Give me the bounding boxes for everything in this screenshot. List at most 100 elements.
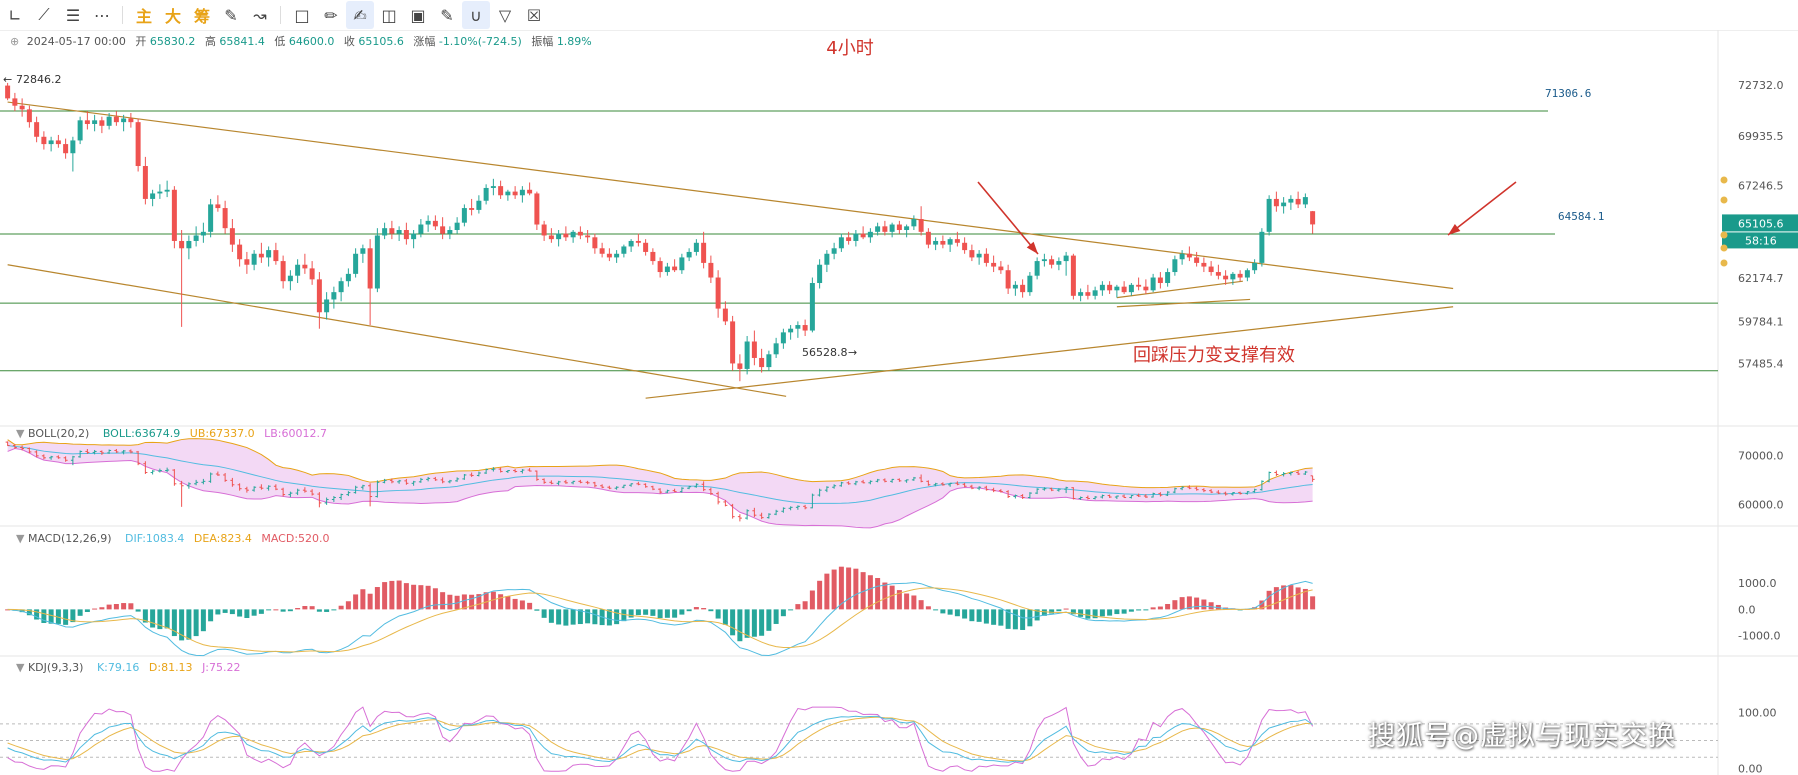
macd-bar xyxy=(527,602,533,610)
countdown-text: 58:16 xyxy=(1745,234,1777,247)
candle-body xyxy=(1121,286,1127,293)
macd-bar xyxy=(925,606,931,610)
candles-icon[interactable]: ◫ xyxy=(381,5,397,25)
candle-body xyxy=(186,240,192,249)
hlines-icon[interactable]: ☰ xyxy=(65,5,81,25)
candle-body xyxy=(976,253,982,258)
macd-bar xyxy=(309,606,315,610)
line-tool-icon[interactable]: ∟ xyxy=(8,5,22,25)
macd-bar xyxy=(541,609,547,618)
candle-body xyxy=(664,266,670,273)
candle-body xyxy=(425,220,431,225)
candle-body xyxy=(1310,211,1316,225)
macd-bar xyxy=(338,605,344,610)
candle-body xyxy=(998,266,1004,271)
candle-body xyxy=(882,226,888,232)
macd-bar xyxy=(171,609,177,637)
candle-body xyxy=(1063,255,1069,262)
current-price-tag xyxy=(1722,214,1798,232)
crossed-pen-icon[interactable]: ✎ xyxy=(224,5,238,25)
macd-bar xyxy=(722,609,728,625)
more-icon[interactable]: ⋯ xyxy=(94,5,110,25)
trash-icon[interactable]: ☒ xyxy=(526,5,542,25)
ruler-icon[interactable]: ✏ xyxy=(324,5,338,25)
kdj-d-line xyxy=(7,716,1313,762)
alert-dot xyxy=(1720,244,1728,252)
chips-button[interactable]: 筹 xyxy=(193,7,210,26)
trend-line-icon[interactable]: ⟋ xyxy=(38,5,50,24)
candle-body xyxy=(715,277,721,309)
macd-bar xyxy=(215,609,221,615)
ohlc-legend: ⊕ 2024-05-17 00:00 开 65830.2 高 65841.4 低… xyxy=(10,33,598,49)
kdj-d-value: D:81.13 xyxy=(148,661,193,674)
edit-icon[interactable]: ✎ xyxy=(440,5,454,25)
price-chart[interactable]: 4小时 回踩压力变支撑有效 72846.2 ← 56528.8 → 71306.… xyxy=(0,30,1798,775)
bell-icon[interactable]: ▼ xyxy=(16,661,25,674)
trend-line xyxy=(645,306,1454,399)
macd-bar xyxy=(628,609,634,618)
macd-bar xyxy=(1172,600,1178,610)
candle-body xyxy=(483,187,489,201)
bell-icon[interactable]: ▼ xyxy=(16,532,25,545)
kdj-j-line xyxy=(7,706,1314,772)
macd-bar xyxy=(940,609,946,614)
measure-icon[interactable]: ↝ xyxy=(253,5,267,25)
main-force-button[interactable]: 主 xyxy=(135,7,152,26)
pen-icon[interactable]: ✍ xyxy=(346,1,374,29)
candle-body xyxy=(643,242,649,252)
candle-body xyxy=(461,208,467,223)
candle-body xyxy=(1172,259,1178,273)
macd-bar xyxy=(113,604,119,610)
bell-icon[interactable]: ▼ xyxy=(16,427,25,440)
candle-body xyxy=(113,116,119,123)
kdj-legend: ▼ KDJ(9,3,3) K:79.16 D:81.13 J:75.22 xyxy=(16,661,241,674)
candle-body xyxy=(447,230,453,234)
filter-icon[interactable]: ▽ xyxy=(498,5,512,25)
macd-bar xyxy=(316,609,322,612)
magnet-icon[interactable]: ∪ xyxy=(462,1,490,29)
candle-body xyxy=(389,228,395,234)
lock-icon[interactable]: ▣ xyxy=(410,5,426,25)
kdj-k-line xyxy=(7,715,1313,763)
candle-body xyxy=(1136,284,1142,287)
big-order-button[interactable]: 大 xyxy=(164,7,181,26)
macd-bar xyxy=(483,592,489,610)
candle-body xyxy=(817,264,823,284)
candle-body xyxy=(338,281,344,293)
trend-line xyxy=(1116,298,1251,308)
macd-bar xyxy=(280,609,286,612)
candle-body xyxy=(99,120,105,126)
candle-body xyxy=(324,299,330,313)
candle-body xyxy=(63,144,69,154)
candle-body xyxy=(577,231,583,236)
macd-bar xyxy=(84,609,90,612)
macd-bar xyxy=(686,609,692,612)
candle-body xyxy=(1056,261,1062,265)
macd-bar xyxy=(512,598,518,610)
candle-body xyxy=(585,235,591,238)
candle-body xyxy=(309,268,315,280)
macd-bar xyxy=(1034,609,1040,621)
alert-dot xyxy=(1720,259,1728,267)
candle-body xyxy=(534,193,540,225)
candle-body xyxy=(809,283,815,331)
candle-body xyxy=(1150,277,1156,291)
macd-hist-value: MACD:520.0 xyxy=(261,532,330,545)
macd-bar xyxy=(896,590,902,610)
macd-bar xyxy=(650,609,656,616)
macd-bar xyxy=(469,594,475,610)
macd-pane xyxy=(5,566,1316,657)
note-icon[interactable]: □ xyxy=(294,5,310,25)
macd-bar xyxy=(1165,604,1171,610)
macd-bar xyxy=(824,573,830,610)
candle-body xyxy=(193,235,199,241)
macd-bar xyxy=(374,587,380,610)
candle-body xyxy=(454,222,460,230)
macd-bar xyxy=(1273,587,1279,610)
candle-body xyxy=(614,253,620,258)
candle-body xyxy=(918,219,924,232)
macd-dif-line xyxy=(7,580,1313,657)
candle-body xyxy=(621,246,627,254)
collapse-icon[interactable]: ⊕ xyxy=(10,35,20,48)
macd-bar xyxy=(208,609,214,622)
